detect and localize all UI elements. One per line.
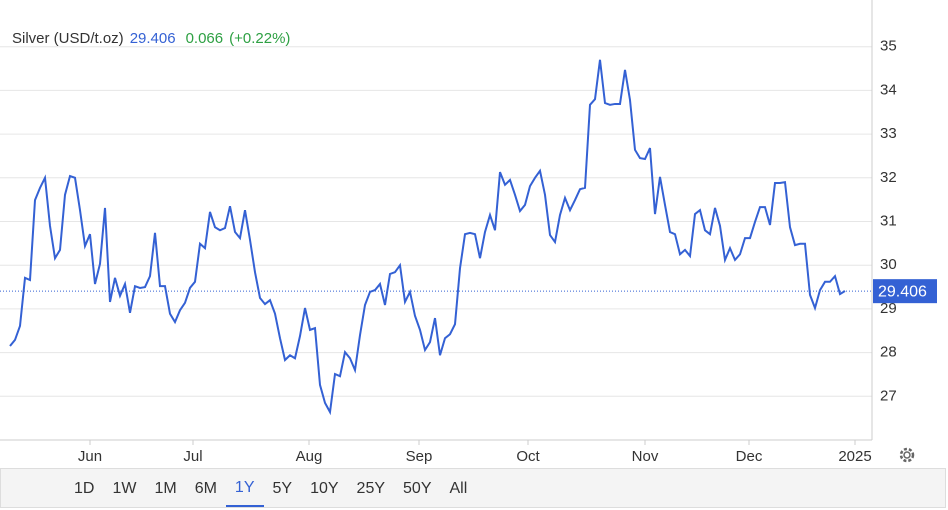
y-tick-label: 27: [880, 387, 897, 404]
last-price-box: [873, 279, 937, 304]
range-button[interactable]: 1Y: [225, 469, 264, 507]
x-tick-label: Nov: [632, 448, 659, 465]
settings-icon[interactable]: [899, 447, 915, 463]
x-tick-label: 2025: [838, 448, 871, 465]
y-tick-label: 33: [880, 125, 897, 142]
range-bar: 1D 1W 1M 6M 1Y 5Y 10Y 25Y 50Y All: [0, 468, 946, 508]
change-percent: (+0.22%): [229, 30, 290, 47]
x-tick-label: Oct: [516, 448, 540, 465]
x-tick-label: Dec: [736, 448, 763, 465]
chart-title: Silver (USD/t.oz): [12, 30, 124, 47]
chart: Silver (USD/t.oz) 29.406 0.066 (+0.22%) …: [0, 0, 937, 465]
price-line: [9, 59, 846, 416]
x-tick-label: Aug: [296, 448, 323, 465]
y-tick-label: 29: [880, 300, 897, 317]
y-tick-label: 35: [880, 38, 897, 55]
last-price-label: 29.406: [878, 283, 927, 300]
range-button[interactable]: All: [449, 480, 468, 497]
price: 29.406: [130, 30, 176, 47]
range-button[interactable]: 1W: [112, 480, 137, 497]
x-tick-label: Jul: [183, 448, 202, 465]
range-button[interactable]: 1M: [154, 480, 177, 497]
range-button[interactable]: 50Y: [403, 480, 432, 497]
y-tick-label: 34: [880, 81, 897, 98]
x-tick-label: Sep: [406, 448, 433, 465]
range-button[interactable]: 10Y: [310, 480, 339, 497]
range-button[interactable]: 25Y: [356, 480, 386, 497]
range-button[interactable]: 6M: [194, 480, 217, 497]
y-tick-label: 31: [880, 212, 897, 229]
range-button[interactable]: 1D: [74, 480, 95, 497]
x-tick-label: Jun: [78, 448, 102, 465]
range-button[interactable]: 5Y: [272, 480, 293, 497]
y-tick-label: 28: [880, 344, 897, 361]
y-tick-label: 30: [880, 256, 897, 273]
y-tick-label: 32: [880, 169, 897, 186]
change: 0.066: [186, 30, 224, 47]
